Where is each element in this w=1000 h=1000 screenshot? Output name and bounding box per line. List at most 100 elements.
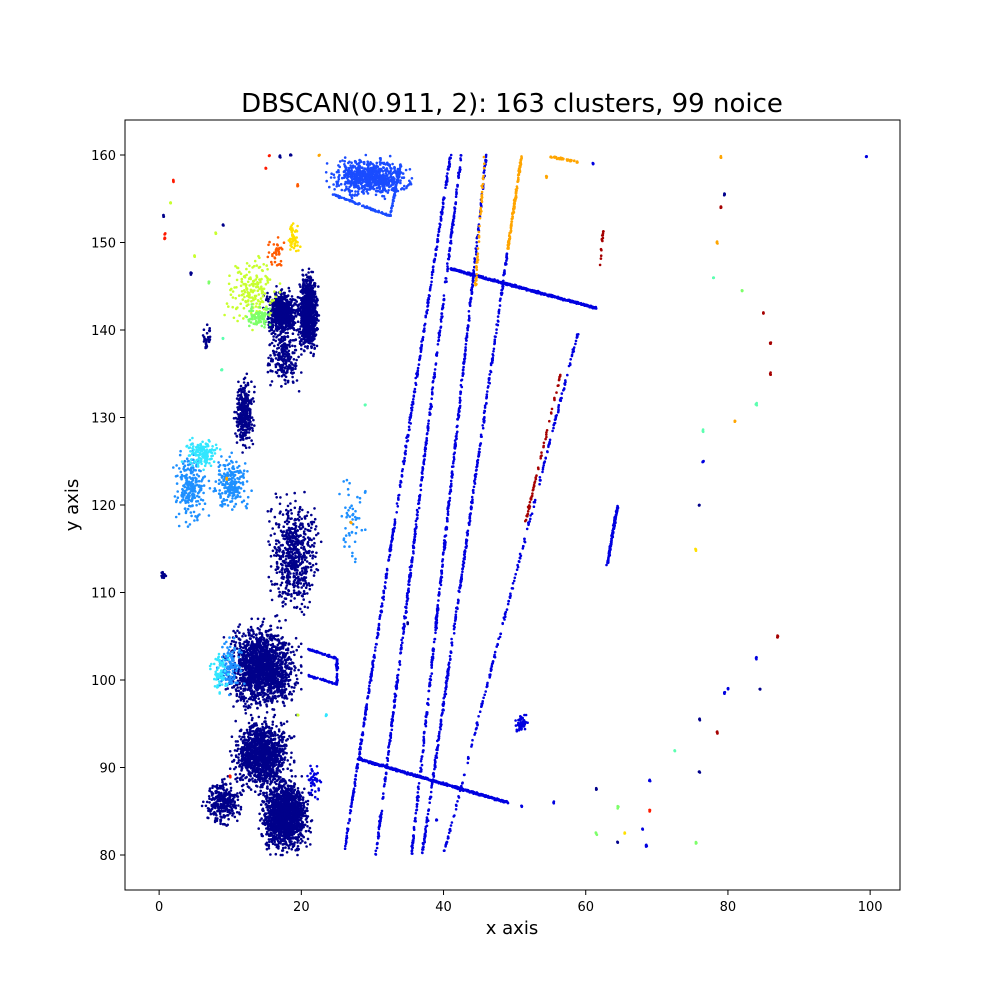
cluster-point [297,542,300,546]
cluster-point [284,350,288,353]
cluster-point [289,662,293,665]
cluster-point [293,597,296,600]
cluster-point [311,550,315,554]
cluster-point [247,697,251,701]
cluster-point [250,439,253,442]
cluster-point [360,174,364,177]
cluster-point [253,385,256,389]
cluster-point [248,706,252,709]
cluster-point [247,628,250,631]
cluster-point [241,428,245,432]
cluster-point [303,327,306,330]
cluster-point [272,311,275,315]
cluster-point [290,526,294,530]
cluster-point [382,162,386,166]
cluster-point [290,692,294,696]
cluster-point [275,321,278,325]
cluster-point [276,626,279,629]
cluster-point [307,271,310,274]
cluster-point [284,375,288,379]
cluster-point [255,642,259,645]
cluster-point [292,321,296,324]
cluster-point [300,317,304,320]
cluster-point [261,620,265,624]
cluster-point [234,416,238,420]
cluster-point [282,306,285,310]
cluster-point [300,671,303,675]
cluster-point [243,386,246,390]
cluster-point [236,406,239,409]
cluster-point [286,303,290,306]
cluster-point [337,196,341,199]
cluster-point [300,353,303,356]
cluster-point [301,334,304,338]
cluster-point [295,677,299,681]
cluster-point [310,538,313,542]
cluster-point [282,350,285,353]
cluster-point [265,711,269,714]
cluster-point [290,698,294,702]
cluster-point [287,682,290,686]
cluster-point [239,438,242,442]
cluster-point [283,352,287,356]
cluster-point [311,287,314,291]
cluster-point [290,594,293,598]
cluster-point [245,372,249,376]
cluster-point [279,302,283,306]
cluster-point [236,686,239,689]
cluster-point [380,161,383,165]
cluster-point [280,304,284,308]
cluster-point [297,586,300,589]
cluster-point [296,313,300,316]
cluster-point [313,347,316,350]
cluster-point [306,346,309,350]
cluster-point [303,558,307,562]
cluster-point [364,153,368,157]
cluster-point [279,314,282,318]
cluster-point [303,317,307,321]
cluster-point [246,688,250,691]
cluster-point [238,642,242,646]
cluster-point [390,177,394,180]
cluster-point [375,161,379,165]
cluster-point [374,193,378,197]
cluster-point [285,493,289,496]
cluster-point [265,660,269,663]
cluster-point [281,601,284,604]
cluster-point [356,186,360,190]
cluster-point [234,631,237,635]
cluster-point [233,643,237,647]
cluster-point [288,551,291,554]
cluster-point [279,366,283,370]
cluster-point [244,634,247,637]
cluster-point [349,181,352,185]
cluster-point [280,348,284,352]
cluster-point [270,583,274,586]
cluster-point [250,634,254,638]
cluster-point [252,630,255,633]
cluster-point [244,384,247,387]
cluster-point [277,566,280,569]
cluster-point [271,370,274,373]
cluster-point [386,191,390,194]
cluster-point [274,292,277,296]
cluster-point [274,370,278,374]
cluster-point [387,189,390,192]
cluster-point [287,561,291,565]
cluster-point [286,315,289,319]
cluster-point [303,311,306,314]
cluster-point [248,446,251,449]
cluster-point [297,333,300,336]
cluster-point [237,653,241,657]
cluster-point [291,375,294,379]
cluster-point [272,335,275,338]
cluster-point [304,527,307,531]
cluster-point [241,646,245,649]
cluster-point [282,322,286,325]
cluster-point [304,567,308,571]
cluster-point [281,533,284,537]
cluster-point [271,549,275,553]
cluster-point [281,592,285,595]
cluster-point [282,338,286,342]
cluster-point [346,181,350,184]
